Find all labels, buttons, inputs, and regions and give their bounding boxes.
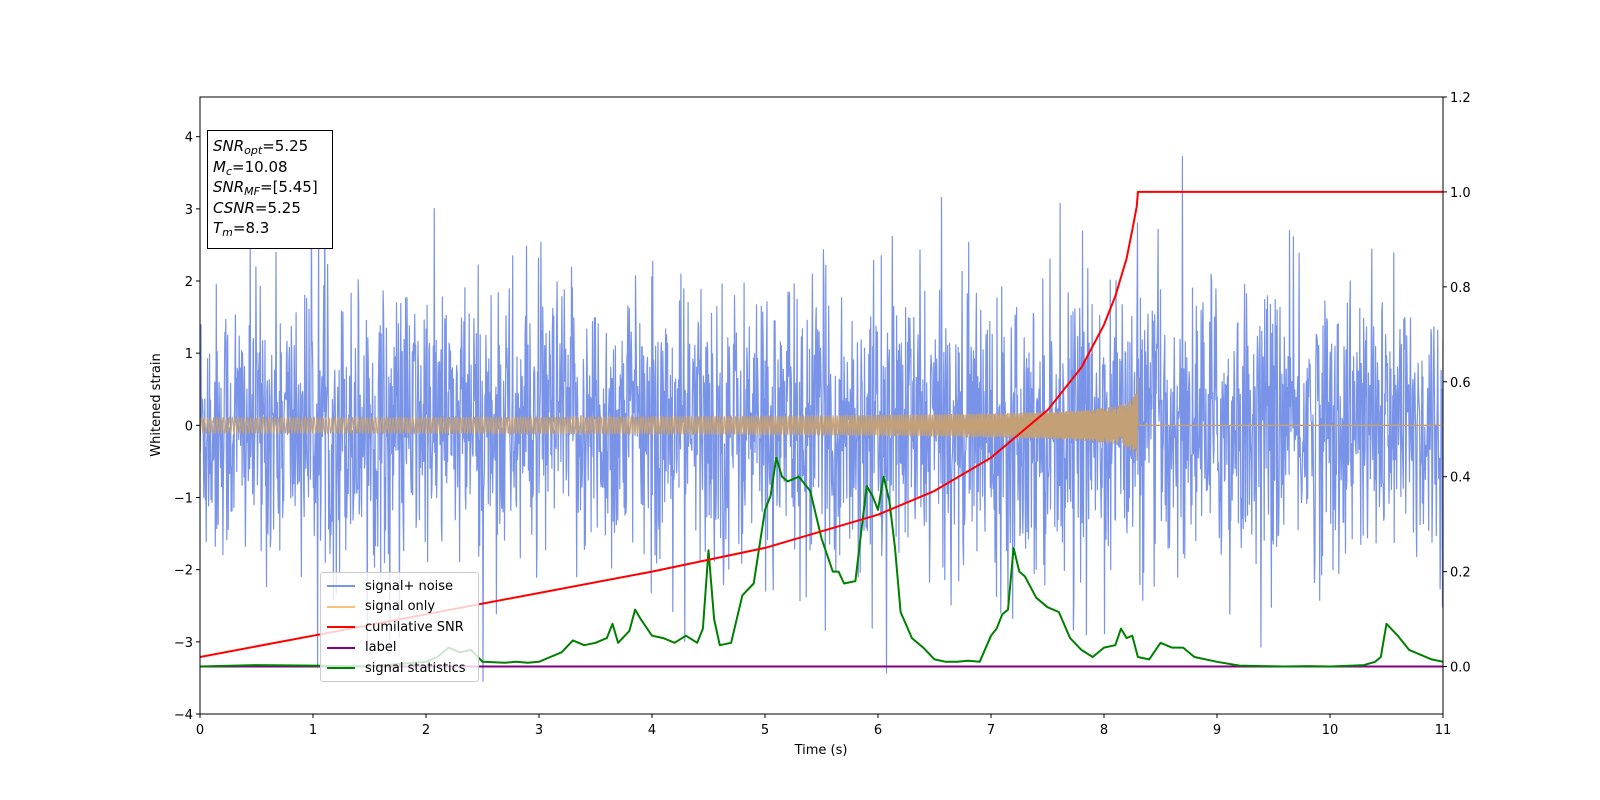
cumulative-snr-series xyxy=(200,190,1443,658)
legend-swatch xyxy=(327,605,355,608)
annotation-box: SNRopt=5.25 Mc=10.08 SNRMF=[5.45] CSNR=5… xyxy=(207,130,333,249)
y-axis-right: 1.2 1.0 0.8 0.6 0.4 0.2 0.0 xyxy=(1443,91,1471,676)
snr-opt-text: SNRopt=5.25 xyxy=(213,137,309,157)
y-tick-label: 1 xyxy=(185,347,193,362)
x-tick-label: 6 xyxy=(874,723,882,738)
x-tick-label: 7 xyxy=(987,723,995,738)
plot-frame xyxy=(199,96,1444,715)
y-tick-label: −1 xyxy=(174,492,193,507)
legend-label: signal only xyxy=(365,599,436,614)
x-tick-label: 1 xyxy=(309,723,317,738)
y-tick-label: 4 xyxy=(185,131,193,146)
legend-label: label xyxy=(365,640,397,655)
chirp-mass-text: Mc=10.08 xyxy=(213,157,288,178)
y2-tick-label: 0.0 xyxy=(1450,661,1471,676)
y2-tick-label: 0.4 xyxy=(1450,471,1471,486)
x-tick-label: 8 xyxy=(1100,723,1108,738)
merger-time-text: Tm=8.3 xyxy=(213,219,270,239)
x-tick-label: 2 xyxy=(422,723,430,738)
x-axis-label: Time (s) xyxy=(794,743,848,758)
legend-swatch xyxy=(327,667,355,669)
signal-noise-series xyxy=(200,156,1443,682)
y2-tick-label: 1.0 xyxy=(1450,186,1471,201)
y-tick-label: −3 xyxy=(174,636,193,651)
x-axis: 0 1 2 3 4 5 6 7 8 9 10 11 xyxy=(196,714,1451,738)
y-tick-label: 2 xyxy=(185,275,193,290)
csnr-text: CSNR=5.25 xyxy=(213,198,301,217)
legend-item-signal-statistics: signal statistics xyxy=(327,659,466,677)
y2-tick-label: 0.2 xyxy=(1450,566,1471,581)
legend-label: signal statistics xyxy=(365,660,466,676)
x-tick-label: 3 xyxy=(535,723,543,738)
y-tick-label: −4 xyxy=(174,708,193,723)
signal-statistics-series xyxy=(200,456,1443,668)
x-tick-label: 4 xyxy=(648,723,656,738)
x-tick-label: 5 xyxy=(761,723,769,738)
legend-item-signal-noise: signal+ noise xyxy=(327,577,453,595)
y2-tick-label: 0.8 xyxy=(1450,281,1471,296)
legend-swatch xyxy=(327,585,355,587)
snr-mf-text: SNRMF=[5.45] xyxy=(213,178,318,198)
y-axis-label: Whitened strain xyxy=(149,353,164,456)
legend-label: cumilative SNR xyxy=(365,619,464,635)
legend-swatch xyxy=(327,626,355,628)
x-tick-label: 10 xyxy=(1322,723,1339,738)
y-axis-left: 4 3 2 1 0 −1 −2 −3 −4 xyxy=(174,131,200,723)
signal-only-series xyxy=(200,377,1139,462)
y-tick-label: −2 xyxy=(174,564,193,579)
legend-label: signal+ noise xyxy=(365,578,454,594)
legend-item-cumulative-snr: cumilative SNR xyxy=(327,618,464,636)
y2-tick-label: 0.6 xyxy=(1450,376,1471,391)
x-tick-label: 9 xyxy=(1213,723,1221,738)
legend-item-label: label xyxy=(327,639,396,657)
y2-tick-label: 1.2 xyxy=(1450,91,1471,106)
legend: signal+ noise signal only cumilative SNR… xyxy=(320,572,479,682)
legend-item-signal-only: signal only xyxy=(327,598,435,616)
legend-swatch xyxy=(327,646,355,649)
x-tick-label: 0 xyxy=(196,723,204,738)
y-tick-label: 0 xyxy=(185,419,193,434)
y-tick-label: 3 xyxy=(185,203,193,218)
x-tick-label: 11 xyxy=(1435,723,1452,738)
